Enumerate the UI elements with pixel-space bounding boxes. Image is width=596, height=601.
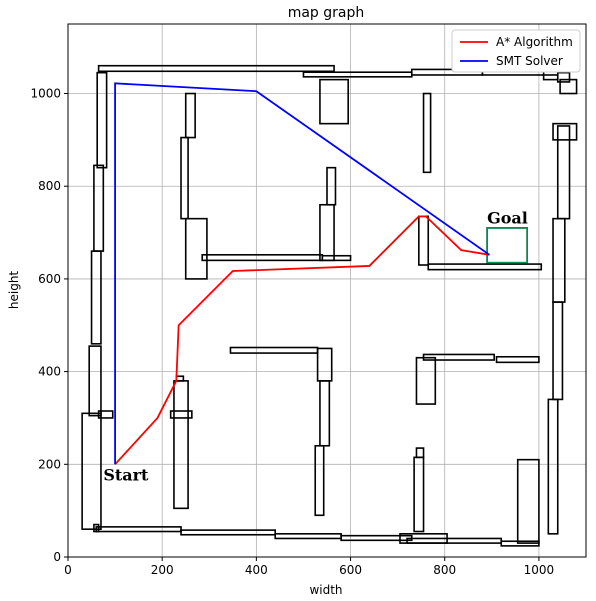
y-tick-label: 600	[38, 272, 61, 286]
obstacle	[427, 263, 543, 271]
x-tick-label: 800	[433, 563, 456, 577]
x-tick-label: 600	[339, 563, 362, 577]
obstacle	[556, 71, 571, 83]
x-tick-label: 1000	[524, 563, 555, 577]
obstacle	[547, 398, 559, 535]
y-tick-label: 200	[38, 457, 61, 471]
obstacle	[314, 444, 325, 517]
obstacle	[96, 71, 108, 169]
obstacle	[516, 458, 540, 544]
series-line-1	[114, 82, 490, 465]
y-tick-label: 800	[38, 179, 61, 193]
obstacle	[486, 227, 528, 264]
obstacle	[418, 215, 430, 266]
chart-title: map graph	[288, 5, 365, 21]
obstacle	[542, 74, 559, 81]
y-tick-label: 400	[38, 365, 61, 379]
y-tick-label: 1000	[30, 87, 61, 101]
obstacle	[180, 136, 189, 220]
x-tick-label: 400	[245, 563, 268, 577]
obstacle	[413, 456, 425, 533]
obstacle	[495, 355, 540, 364]
obstacle	[316, 347, 333, 382]
obstacle	[321, 254, 352, 262]
obstacle	[173, 380, 189, 510]
annotation-start: Start	[103, 466, 149, 485]
obstacle	[552, 301, 564, 401]
obstacles	[81, 64, 578, 547]
obstacle	[319, 380, 331, 447]
obstacle	[552, 122, 578, 141]
obstacle	[180, 529, 277, 536]
obstacle	[552, 217, 566, 303]
obstacle	[422, 353, 495, 361]
x-tick-label: 0	[64, 563, 72, 577]
obstacle	[95, 526, 182, 533]
obstacle	[201, 254, 324, 262]
plot-frame	[67, 23, 587, 558]
legend: A* Algorithm SMT Solver	[451, 29, 581, 73]
x-ticks: 0 200 400 600 800 1000	[64, 557, 554, 577]
obstacle	[93, 523, 100, 533]
obstacle	[415, 356, 437, 405]
y-tick-label: 0	[53, 550, 61, 564]
obstacle	[184, 217, 208, 280]
legend-label-1: SMT Solver	[496, 54, 563, 68]
x-axis-label: width	[309, 583, 342, 597]
obstacle	[90, 250, 102, 345]
y-ticks: 0 200 400 600 800 1000	[30, 87, 68, 564]
obstacle	[88, 345, 102, 417]
obstacle	[319, 78, 349, 125]
obstacle	[319, 203, 335, 262]
obstacle	[415, 447, 425, 459]
obstacle	[184, 92, 196, 139]
legend-label-0: A* Algorithm	[496, 35, 573, 49]
obstacle	[229, 346, 319, 354]
annotation-goal: Goal	[487, 208, 528, 227]
y-axis-label: height	[7, 271, 21, 310]
annotations: Start Goal	[103, 208, 528, 484]
series-line-0	[114, 215, 490, 465]
obstacle	[399, 533, 448, 544]
series-lines	[114, 82, 490, 465]
x-tick-label: 200	[151, 563, 174, 577]
obstacle	[302, 71, 413, 78]
obstacle	[93, 164, 105, 252]
obstacle	[169, 410, 193, 419]
obstacle	[340, 534, 413, 542]
obstacle	[274, 533, 342, 540]
obstacle	[97, 64, 335, 73]
obstacle	[97, 410, 114, 419]
obstacle	[81, 412, 102, 530]
obstacle	[559, 78, 578, 95]
grid	[67, 24, 586, 558]
obstacle	[422, 92, 432, 174]
goal-box	[486, 227, 528, 264]
obstacle	[326, 166, 337, 206]
